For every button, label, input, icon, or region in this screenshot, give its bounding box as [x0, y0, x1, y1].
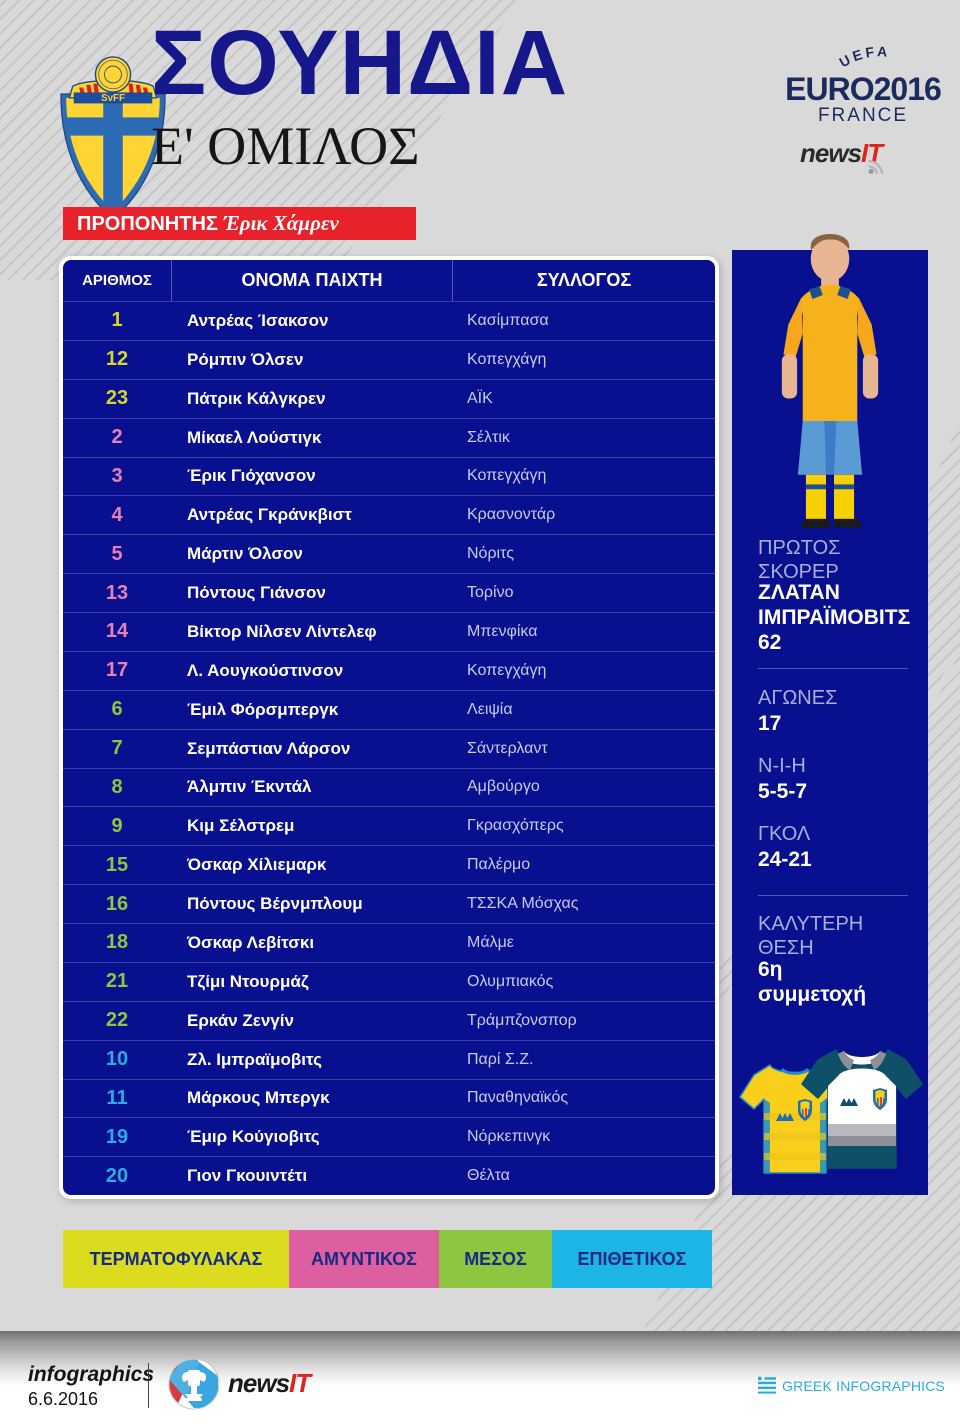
svg-text:SvFF: SvFF — [101, 93, 125, 104]
svg-text:UEFA: UEFA — [837, 43, 891, 70]
